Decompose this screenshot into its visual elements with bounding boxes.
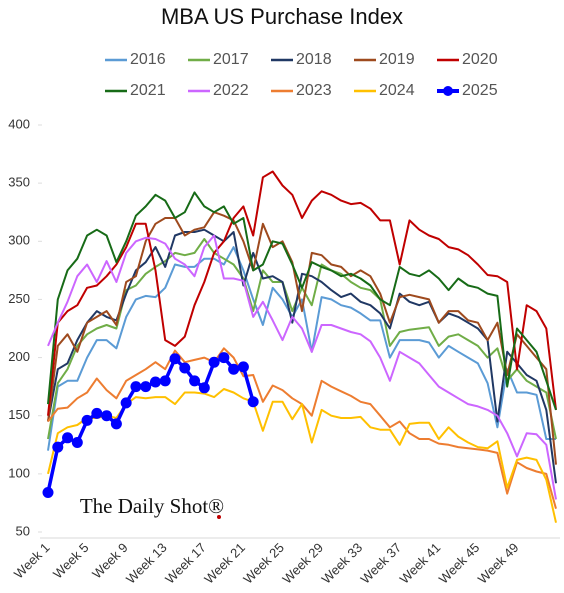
legend-item: 2023 xyxy=(271,82,332,99)
series-line xyxy=(47,388,557,523)
legend-label: 2018 xyxy=(296,51,332,68)
x-tick-label: Week 37 xyxy=(358,540,405,587)
legend-item: 2021 xyxy=(105,82,166,99)
legend-label: 2023 xyxy=(296,82,332,99)
series-line xyxy=(47,170,557,416)
series-line xyxy=(47,234,557,500)
legend-label: 2019 xyxy=(379,51,415,68)
legend-item: 2016 xyxy=(105,51,166,68)
legend-label: 2025 xyxy=(462,82,498,99)
watermark: The Daily Shot® xyxy=(80,494,224,518)
legend-label: 2016 xyxy=(130,51,166,68)
data-point xyxy=(110,418,122,430)
x-tick-label: Week 29 xyxy=(279,540,326,587)
data-point xyxy=(62,432,74,444)
legend-item: 2025 xyxy=(437,82,498,99)
x-tick-label: Week 13 xyxy=(123,540,170,587)
data-point xyxy=(218,352,230,364)
y-tick-label: 350 xyxy=(8,175,30,190)
data-point xyxy=(130,381,142,393)
data-point xyxy=(149,376,161,388)
legend-item: 2018 xyxy=(271,51,332,68)
x-tick-label: Week 5 xyxy=(50,540,92,582)
y-tick-label: 300 xyxy=(8,233,30,248)
data-point xyxy=(247,396,259,408)
data-point xyxy=(52,441,64,453)
y-tick-label: 50 xyxy=(16,523,30,538)
data-point xyxy=(198,382,210,394)
legend-item: 2024 xyxy=(354,82,415,99)
legend-label: 2017 xyxy=(213,51,249,68)
legend-marker xyxy=(443,86,453,96)
legend-item: 2022 xyxy=(188,82,249,99)
y-tick-label: 200 xyxy=(8,349,30,364)
x-tick-label: Week 33 xyxy=(318,540,365,587)
legend-label: 2020 xyxy=(462,51,498,68)
data-point xyxy=(169,353,181,365)
x-tick-label: Week 45 xyxy=(436,540,483,587)
data-point xyxy=(81,414,93,426)
x-tick-label: Week 41 xyxy=(397,540,444,587)
x-tick-label: Week 21 xyxy=(201,540,248,587)
data-point xyxy=(120,397,132,409)
legend-item: 2019 xyxy=(354,51,415,68)
legend-label: 2024 xyxy=(379,82,415,99)
y-tick-label: 150 xyxy=(8,407,30,422)
data-point xyxy=(101,410,113,422)
data-point xyxy=(237,361,249,373)
x-tick-label: Week 49 xyxy=(475,540,522,587)
x-tick-label: Week 25 xyxy=(240,540,287,587)
legend-label: 2022 xyxy=(213,82,249,99)
x-tick-label: Week 17 xyxy=(162,540,209,587)
legend-item: 2017 xyxy=(188,51,249,68)
series-line xyxy=(47,246,556,451)
y-tick-label: 400 xyxy=(8,116,30,131)
data-point xyxy=(42,486,54,498)
series-line xyxy=(47,211,557,465)
y-tick-label: 250 xyxy=(8,291,30,306)
watermark-dot xyxy=(217,515,221,519)
y-tick-label: 100 xyxy=(8,465,30,480)
data-point xyxy=(71,436,83,448)
series-line xyxy=(47,191,557,411)
data-point xyxy=(189,375,201,387)
chart-title: MBA US Purchase Index xyxy=(161,4,403,29)
data-point xyxy=(159,375,171,387)
series-line xyxy=(47,347,557,509)
data-point xyxy=(228,363,240,375)
data-point xyxy=(179,362,191,374)
data-point xyxy=(208,356,220,368)
x-tick-label: Week 1 xyxy=(11,540,53,582)
data-point xyxy=(91,407,103,419)
data-point xyxy=(140,381,152,393)
legend-item: 2020 xyxy=(437,51,498,68)
legend-label: 2021 xyxy=(130,82,166,99)
